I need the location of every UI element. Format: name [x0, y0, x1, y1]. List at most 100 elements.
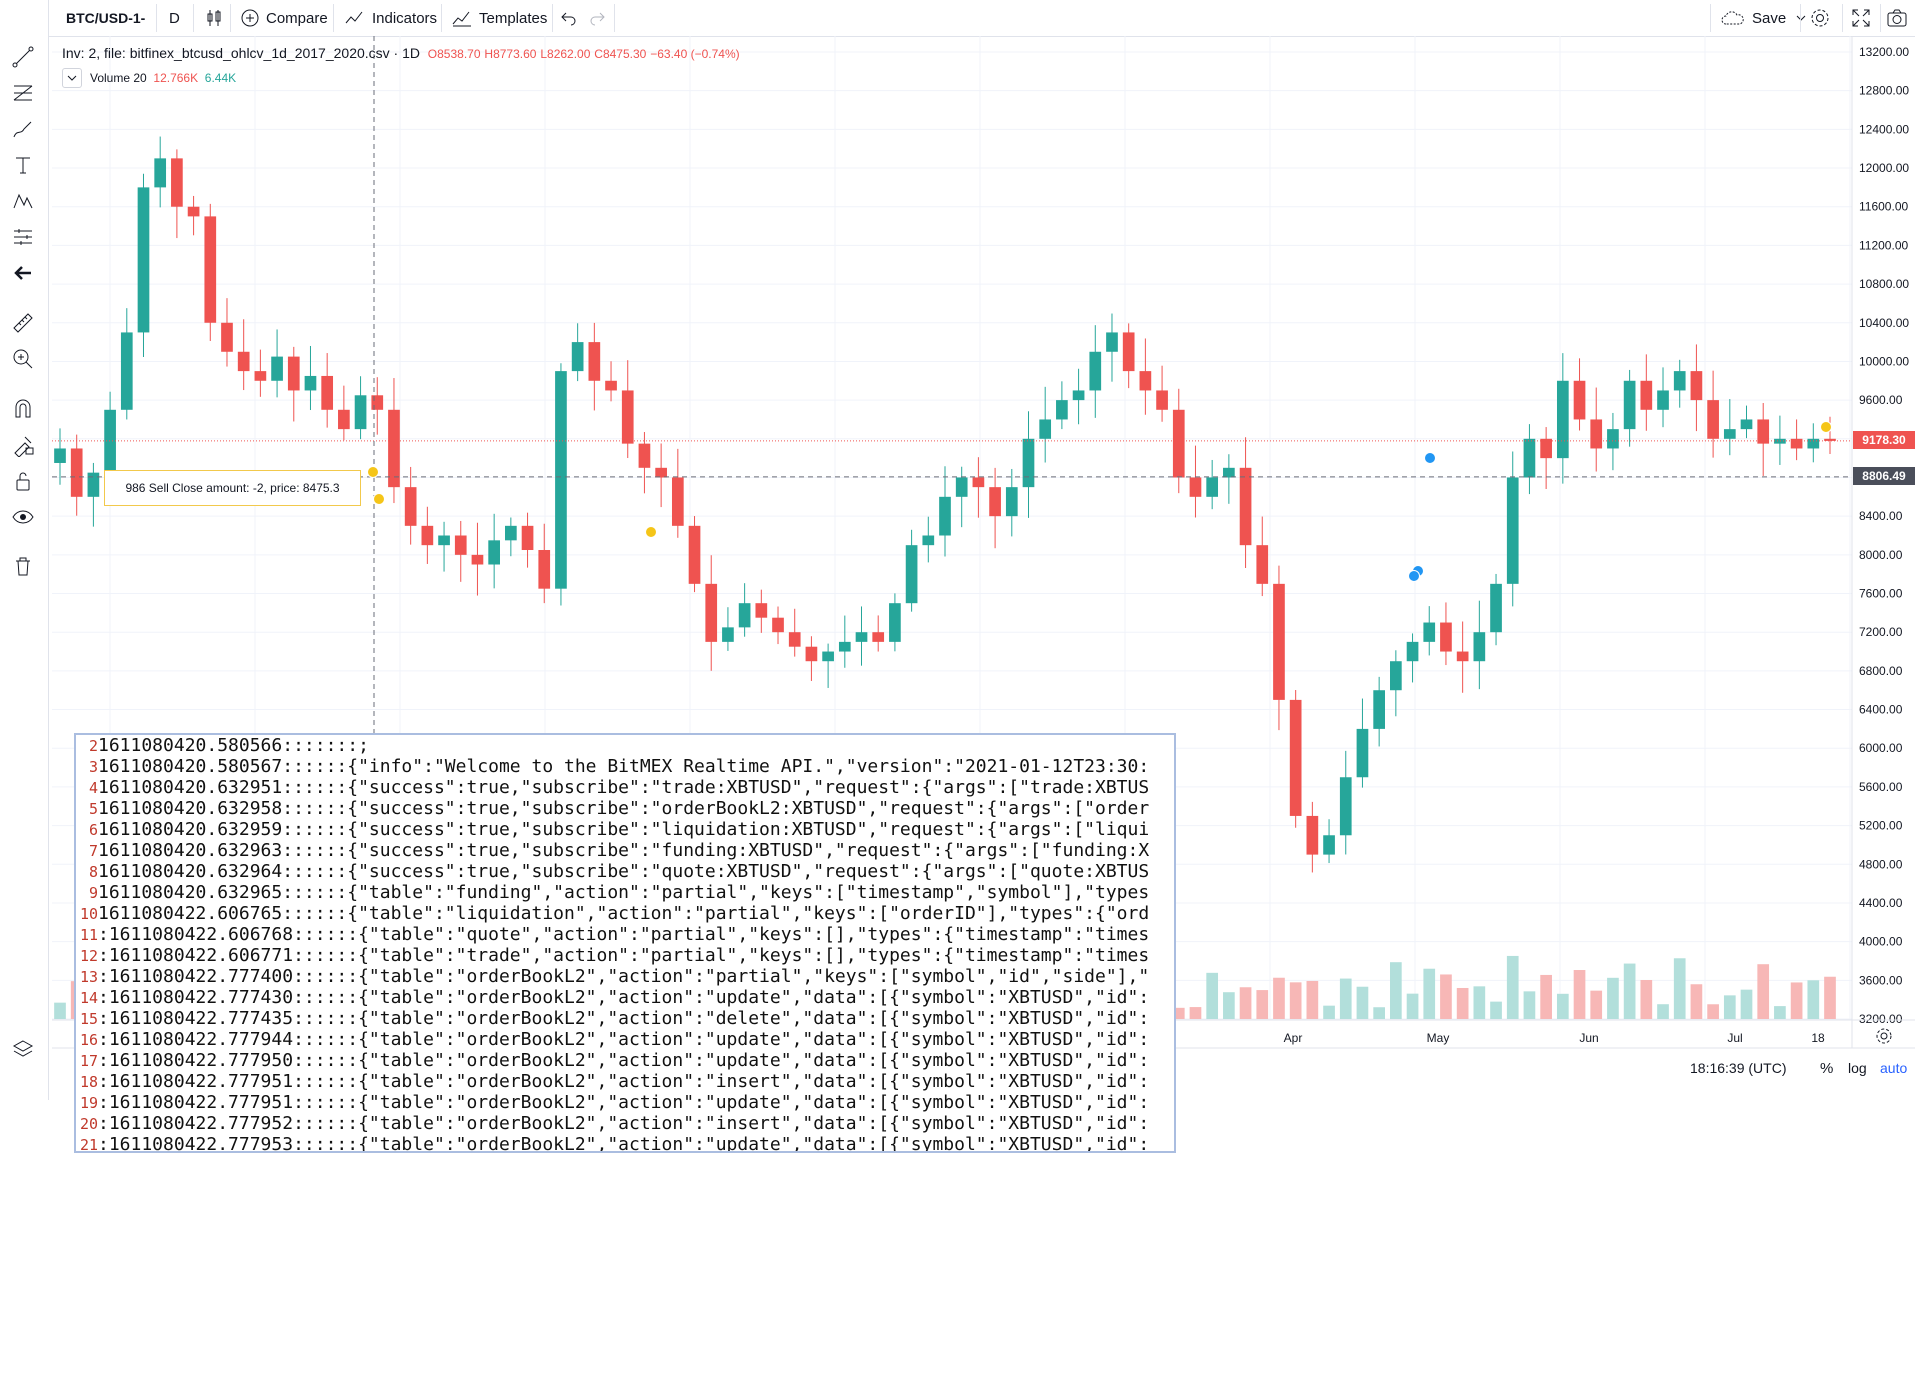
volume-bar — [1223, 992, 1235, 1019]
candle-body — [605, 380, 617, 391]
log-line-number: 13 — [79, 968, 98, 986]
auto-toggle[interactable]: auto — [1880, 1060, 1908, 1076]
trade-marker — [1408, 570, 1420, 582]
volume-bar — [1523, 991, 1536, 1019]
symbol-button[interactable]: BTC/USD-1- — [66, 10, 146, 26]
redo-button[interactable] — [588, 0, 612, 36]
trash-icon[interactable] — [10, 553, 36, 579]
trade-marker — [373, 493, 385, 505]
candle-body — [1790, 438, 1803, 449]
text-icon[interactable] — [10, 152, 36, 178]
indicators-icon — [345, 11, 363, 24]
candle-body — [187, 206, 200, 217]
brush-icon[interactable] — [10, 116, 36, 142]
prediction-icon[interactable] — [10, 224, 36, 250]
compare-button[interactable]: Compare — [240, 0, 328, 36]
candle-body — [1440, 622, 1452, 652]
lock-drawing-icon[interactable] — [10, 432, 36, 458]
candle-body — [1757, 419, 1770, 444]
save-button[interactable]: Save — [1720, 0, 1814, 36]
candle-body — [471, 554, 484, 565]
volume-bar — [1807, 980, 1820, 1019]
candle-body — [354, 395, 367, 430]
candle-body — [1139, 371, 1152, 391]
candle-body — [1423, 622, 1436, 642]
price-tick-label: 9600.00 — [1859, 393, 1903, 407]
candle-body — [755, 603, 768, 618]
fullscreen-button[interactable] — [1851, 0, 1877, 36]
volume-value-1: 12.766K — [153, 71, 199, 85]
candle-body — [1223, 467, 1235, 478]
log-viewer[interactable]: 21611080420.580566:::::::; 31611080420.58… — [74, 733, 1176, 1153]
top-toolbar: BTC/USD-1- D Compare Indicators Template… — [0, 0, 1915, 37]
undo-button[interactable] — [560, 0, 584, 36]
log-line-text: :1611080422.777951::::::{"table":"orderB… — [98, 1071, 1150, 1092]
volume-bar — [1206, 972, 1219, 1019]
volume-bar — [1356, 986, 1369, 1019]
ruler-icon[interactable] — [10, 310, 36, 336]
volume-bar — [54, 1002, 66, 1019]
candle-body — [1323, 835, 1335, 855]
trend-line-icon[interactable] — [10, 44, 36, 70]
candle-body — [1473, 632, 1486, 662]
interval-button[interactable]: D — [169, 9, 180, 27]
screenshot-button[interactable] — [1886, 0, 1914, 36]
candle-body — [1556, 380, 1569, 459]
volume-bar — [1373, 1007, 1385, 1019]
layers-icon[interactable] — [10, 1036, 36, 1062]
lock-icon[interactable] — [10, 468, 36, 494]
candle-body — [621, 390, 634, 444]
volume-bar — [1824, 976, 1836, 1019]
log-line-text: :1611080422.777944::::::{"table":"orderB… — [98, 1029, 1150, 1050]
arrow-left-icon[interactable] — [10, 260, 36, 286]
log-line-text: :1611080422.777951::::::{"table":"orderB… — [98, 1092, 1150, 1113]
log-line: 20:1611080422.777952::::::{"table":"orde… — [76, 1113, 1174, 1134]
axis-settings-icon[interactable] — [1874, 1026, 1894, 1051]
volume-value-2: 6.44K — [204, 71, 237, 85]
candle-body — [972, 477, 985, 488]
candle-body — [538, 550, 551, 589]
candle-body — [1072, 390, 1085, 401]
fib-icon[interactable] — [10, 80, 36, 106]
price-tick-label: 4000.00 — [1859, 935, 1903, 949]
indicators-button[interactable]: Indicators — [344, 0, 437, 36]
eye-icon[interactable] — [10, 504, 36, 530]
candle-body — [1540, 438, 1552, 459]
price-tick-label: 5600.00 — [1859, 780, 1903, 794]
candle-body — [1172, 409, 1185, 478]
log-line-number: 17 — [79, 1052, 98, 1070]
log-line-number: 14 — [79, 989, 98, 1007]
candle-body — [154, 158, 167, 188]
collapse-volume-button[interactable] — [62, 68, 82, 88]
candle-body — [287, 356, 300, 391]
magnet-icon[interactable] — [10, 396, 36, 422]
candle-body — [1039, 419, 1052, 439]
volume-bar — [1607, 977, 1619, 1019]
candle-body — [1373, 690, 1385, 729]
settings-button[interactable] — [1809, 0, 1837, 36]
log-line: 13:1611080422.777400::::::{"table":"orde… — [76, 966, 1174, 987]
chart-type-button[interactable] — [204, 0, 230, 36]
zoom-in-icon[interactable] — [10, 346, 36, 372]
log-toggle[interactable]: log — [1848, 1060, 1867, 1076]
candle-body — [1156, 390, 1168, 410]
percent-toggle[interactable]: % — [1820, 1060, 1834, 1077]
log-line: 41611080420.632951::::::{"success":true,… — [76, 777, 1174, 798]
candle-body — [588, 342, 601, 381]
trade-marker — [1820, 421, 1832, 433]
volume-bar — [1306, 980, 1319, 1019]
candle-body — [1590, 419, 1603, 449]
templates-button[interactable]: Templates — [451, 0, 547, 36]
log-line-number: 11 — [79, 926, 98, 944]
log-line-text: :1611080422.777435::::::{"table":"orderB… — [98, 1008, 1150, 1029]
candle-body — [338, 409, 350, 430]
candle-body — [905, 545, 918, 604]
volume-bar — [1423, 968, 1436, 1019]
volume-bar — [1556, 993, 1569, 1019]
candle-body — [655, 467, 667, 478]
price-tick-label: 5200.00 — [1859, 819, 1903, 833]
price-tick-label: 8000.00 — [1859, 548, 1903, 562]
pattern-icon[interactable] — [10, 188, 36, 214]
price-tick-label: 6000.00 — [1859, 741, 1903, 755]
volume-bar — [1623, 963, 1636, 1019]
